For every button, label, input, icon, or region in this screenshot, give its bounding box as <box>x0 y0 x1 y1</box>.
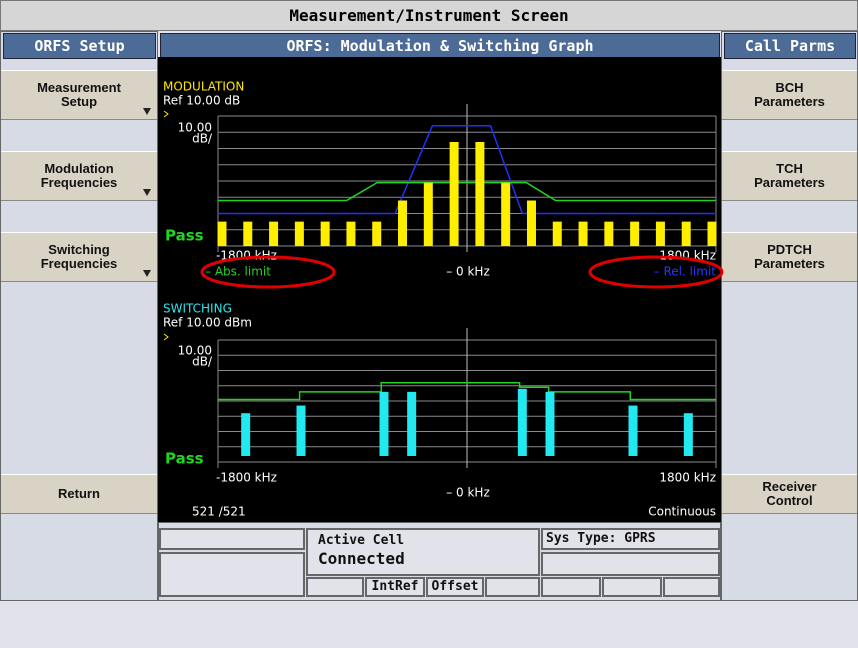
softkey-label: Control <box>766 493 813 508</box>
status-cell <box>159 552 305 597</box>
softkey-label: PDTCH <box>767 242 812 257</box>
switching-bar <box>683 413 693 456</box>
softkey[interactable]: PDTCH Parameters <box>722 232 857 282</box>
graph-header: ORFS: Modulation & Switching Graph <box>160 33 720 59</box>
softkey-label: Return <box>58 486 100 501</box>
modulation-bar <box>552 221 562 246</box>
center-label: – 0 kHz <box>446 265 490 279</box>
softkey-label: Measurement <box>37 80 121 95</box>
pass: Pass <box>165 227 204 245</box>
sys-type: Sys Type: GPRS <box>541 528 720 550</box>
modulation-bar <box>269 221 279 246</box>
status-cell <box>541 552 720 576</box>
modulation-bar <box>707 221 717 246</box>
softkey-label: Receiver <box>762 479 817 494</box>
switching-bar <box>545 391 555 456</box>
softkey[interactable]: BCH Parameters <box>722 70 857 120</box>
active-cell-value: Connected <box>318 549 405 568</box>
modulation-bar <box>449 142 459 246</box>
modulation-bar <box>681 221 691 246</box>
switching-bar <box>296 405 306 456</box>
ref-marker <box>163 110 169 118</box>
modulation-bar <box>217 221 227 246</box>
status-cell <box>159 528 305 550</box>
active-cell-label: Active Cell <box>318 533 405 548</box>
softkey-label: Parameters <box>754 256 825 271</box>
switching-bar <box>517 388 527 456</box>
limit-line <box>218 125 716 215</box>
modulation-bar <box>294 221 304 246</box>
softkey-label: Setup <box>60 94 98 109</box>
indicator: Offset <box>426 577 484 597</box>
scale: dB/ <box>192 132 213 146</box>
highlight <box>588 255 724 289</box>
highlight <box>200 255 336 289</box>
modulation-bar <box>372 221 382 246</box>
switching-ref: Ref 10.00 dBm <box>163 316 252 330</box>
modulation-bar <box>398 200 408 246</box>
left-header: ORFS Setup <box>3 33 156 59</box>
softkey[interactable]: Switching Frequencies <box>1 232 157 282</box>
scale: 10.00 <box>178 344 212 358</box>
softkey-label: Modulation <box>44 161 114 176</box>
x-right: 1800 kHz <box>659 471 716 485</box>
status-cell <box>485 577 540 597</box>
switching-bar <box>379 391 389 456</box>
softkey-label: BCH <box>775 80 804 95</box>
softkey[interactable]: Modulation Frequencies <box>1 151 157 201</box>
scale: dB/ <box>192 355 213 369</box>
modulation-bar <box>320 221 330 246</box>
mode: Continuous <box>648 505 716 519</box>
softkey-label: Switching <box>48 242 110 257</box>
softkey-label: Frequencies <box>40 256 118 271</box>
abs-limit-legend: – Abs. limit <box>205 265 271 279</box>
modulation-bar <box>630 221 640 246</box>
modulation-bar <box>475 142 485 246</box>
softkey[interactable]: Return <box>1 474 157 514</box>
softkey-label: Parameters <box>754 175 825 190</box>
softkey-label: TCH <box>776 161 803 176</box>
active-cell-box: Active Cell Connected <box>306 528 540 576</box>
switching-label: SWITCHING <box>163 302 232 316</box>
status-cell <box>306 577 364 597</box>
modulation-bar <box>604 221 614 246</box>
indicator: IntRef <box>365 577 425 597</box>
graph-area <box>158 57 721 522</box>
softkey[interactable]: Receiver Control <box>722 474 857 514</box>
softkey-label: Parameters <box>754 94 825 109</box>
scale: 10.00 <box>178 121 212 135</box>
status-cell <box>602 577 662 597</box>
modulation-label: MODULATION <box>163 80 244 94</box>
status-cell <box>541 577 601 597</box>
screen-title: Measurement/Instrument Screen <box>0 0 858 31</box>
status-cell <box>663 577 720 597</box>
modulation-bar <box>655 221 665 246</box>
modulation-bar <box>526 200 536 246</box>
softkey[interactable]: Measurement Setup <box>1 70 157 120</box>
modulation-bar <box>243 221 253 246</box>
ref-marker <box>163 333 169 341</box>
switching-bar <box>241 413 251 456</box>
modulation-bar <box>501 182 511 246</box>
limit-line <box>218 381 716 401</box>
modulation-bar <box>423 182 433 246</box>
modulation-bar <box>346 221 356 246</box>
right-header: Call Parms <box>724 33 856 59</box>
rel-limit-legend: – Rel. limit <box>654 265 717 279</box>
x-right: 1800 kHz <box>659 249 716 263</box>
switching-bar <box>628 405 638 456</box>
center-label: – 0 kHz <box>446 486 490 500</box>
x-left: -1800 kHz <box>216 471 277 485</box>
softkey-label: Frequencies <box>40 175 118 190</box>
modulation-ref: Ref 10.00 dB <box>163 94 240 108</box>
switching-bar <box>407 391 417 456</box>
pass: Pass <box>165 450 204 468</box>
count: 521 /521 <box>192 505 246 519</box>
softkey[interactable]: TCH Parameters <box>722 151 857 201</box>
modulation-bar <box>578 221 588 246</box>
